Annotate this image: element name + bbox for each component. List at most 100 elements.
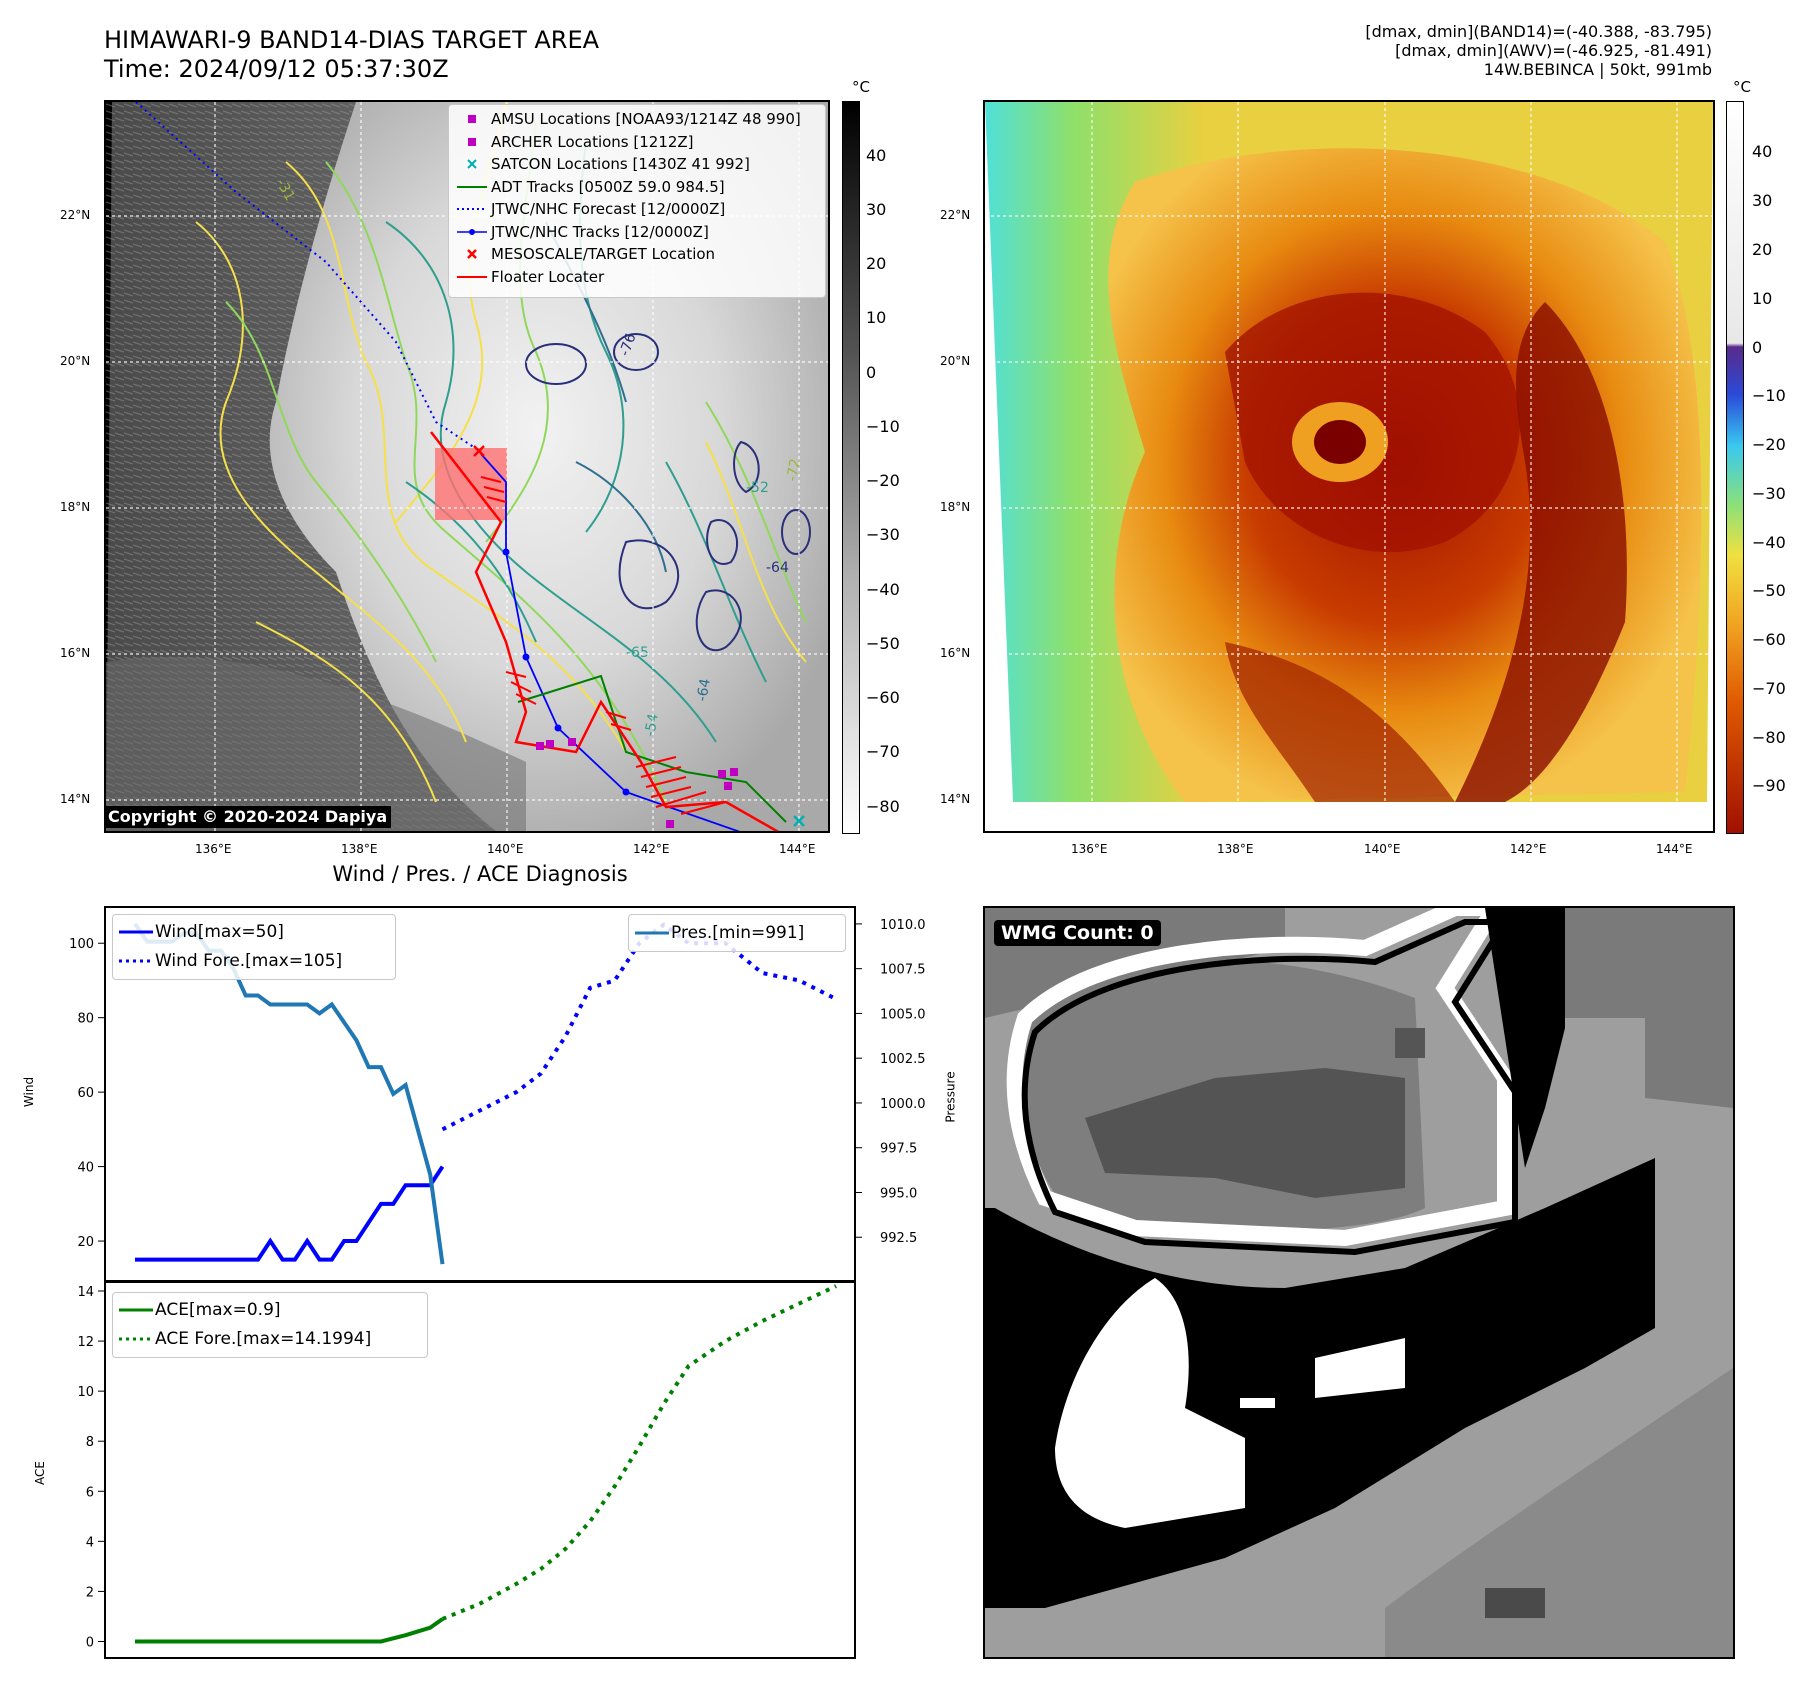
storm-info: 14W.BEBINCA | 50kt, 991mb — [1483, 60, 1712, 79]
copyright-notice: Copyright © 2020-2024 Dapiya — [104, 806, 392, 828]
contour-label: -52 — [746, 480, 769, 496]
pressure-tick-label: 1007.5 — [880, 963, 926, 978]
wind-tick-label: 100 — [69, 937, 94, 952]
legend-label: JTWC/NHC Forecast [12/0000Z] — [491, 200, 726, 219]
legend-item-forecast: JTWC/NHC Forecast [12/0000Z] — [453, 198, 821, 221]
awv-cb-tick: −20 — [1752, 435, 1786, 454]
awv-lat-label: 20°N — [940, 354, 971, 368]
legend-item-floater: Floater Locater — [453, 266, 821, 289]
ir-colorbar — [842, 101, 860, 834]
awv-cb-tick: −60 — [1752, 630, 1786, 649]
ace-legend: ACE[max=0.9] ACE Fore.[max=14.1994] — [112, 1292, 428, 1358]
awv-colorbar — [1726, 101, 1744, 834]
pressure-tick-label: 995.0 — [880, 1186, 917, 1201]
legend-item-wind: Wind[max=50] — [117, 917, 391, 946]
awv-cb-tick: 10 — [1752, 289, 1773, 308]
awv-imagery — [985, 102, 1713, 831]
magenta-square-icon — [453, 131, 491, 153]
wind-legend: Wind[max=50] Wind Fore.[max=105] — [112, 914, 396, 980]
cyan-x-icon — [453, 153, 491, 175]
stats-header: [dmax, dmin](BAND14)=(-40.388, -83.795) … — [1365, 22, 1712, 79]
legend-label: ARCHER Locations [1212Z] — [491, 132, 694, 151]
awv-lat-label: 14°N — [940, 792, 971, 806]
title-line-2: Time: 2024/09/12 05:37:30Z — [104, 55, 449, 83]
legend-item-ace: ACE[max=0.9] — [117, 1295, 423, 1324]
awv-stats: [dmax, dmin](AWV)=(-46.925, -81.491) — [1395, 41, 1712, 60]
ir-cb-tick: 10 — [866, 308, 887, 327]
ir-cb-tick: −70 — [866, 742, 900, 761]
legend-item-archer: ARCHER Locations [1212Z] — [453, 131, 821, 154]
awv-lon-label: 136°E — [1071, 842, 1108, 856]
jtwc-forecast-track — [135, 102, 482, 453]
contour-label: -76 — [617, 331, 640, 358]
wind-tick-label: 60 — [77, 1086, 94, 1101]
jtwc-track-points — [502, 548, 630, 796]
contour-label: -64 — [766, 560, 789, 576]
ir-cb-tick: 0 — [866, 363, 877, 382]
contour-label: -64 — [694, 677, 714, 702]
ir-cb-tick: −80 — [866, 797, 900, 816]
green-line-icon — [453, 176, 491, 198]
awv-cb-tick: −50 — [1752, 581, 1786, 600]
legend-item-satcon: SATCON Locations [1430Z 41 992] — [453, 153, 821, 176]
ace-tick-label: 0 — [86, 1635, 94, 1650]
pressure-tick-label: 997.5 — [880, 1142, 917, 1157]
wmg-panel — [983, 906, 1735, 1659]
series-line — [135, 1617, 444, 1644]
awv-gridlines — [985, 102, 1713, 807]
magenta-square-icon — [453, 108, 491, 130]
satcon-marker — [793, 815, 805, 827]
ir-lat-label: 20°N — [60, 354, 91, 368]
awv-lon-label: 142°E — [1510, 842, 1547, 856]
ir-cb-tick: −10 — [866, 417, 900, 436]
blue-line-icon — [117, 921, 155, 943]
awv-lat-label: 16°N — [940, 646, 971, 660]
ir-lat-label: 22°N — [60, 208, 91, 222]
legend-label: ADT Tracks [0500Z 59.0 984.5] — [491, 177, 725, 196]
awv-lon-label: 140°E — [1364, 842, 1401, 856]
ace-tick-label: 4 — [86, 1535, 94, 1550]
ir-cb-tick: 40 — [866, 146, 887, 165]
awv-lat-label: 18°N — [940, 500, 971, 514]
green-dotted-line-icon — [117, 1328, 155, 1350]
ir-lat-label: 14°N — [60, 792, 91, 806]
legend-item-target: MESOSCALE/TARGET Location — [453, 243, 821, 266]
ir-cb-tick: −30 — [866, 525, 900, 544]
pressure-legend: Pres.[min=991] — [628, 914, 846, 952]
pressure-tick-label: 1002.5 — [880, 1052, 926, 1067]
ir-cb-tick: −60 — [866, 688, 900, 707]
blue-dotted-line-icon — [117, 950, 155, 972]
band14-stats: [dmax, dmin](BAND14)=(-40.388, -83.795) — [1365, 22, 1712, 41]
ace-tick-label: 12 — [77, 1335, 94, 1350]
pressure-tick-label: 1005.0 — [880, 1007, 926, 1022]
awv-cb-tick: −40 — [1752, 533, 1786, 552]
ir-lon-label: 140°E — [487, 842, 524, 856]
ir-cb-tick: −40 — [866, 580, 900, 599]
figure-title: HIMAWARI-9 BAND14-DIAS TARGET AREA Time:… — [104, 26, 599, 84]
ir-cb-tick: −50 — [866, 634, 900, 653]
awv-cb-tick: 30 — [1752, 191, 1773, 210]
ir-cb-tick: 30 — [866, 200, 887, 219]
red-x-icon — [453, 243, 491, 265]
legend-label: JTWC/NHC Tracks [12/0000Z] — [491, 222, 709, 241]
steelblue-line-icon — [633, 922, 671, 944]
awv-cb-tick: −70 — [1752, 679, 1786, 698]
ace-tick-label: 8 — [86, 1435, 94, 1450]
ace-tick-label: 14 — [77, 1285, 94, 1300]
legend-label: Wind Fore.[max=105] — [155, 950, 343, 971]
ace-tick-label: 10 — [77, 1385, 94, 1400]
legend-label: SATCON Locations [1430Z 41 992] — [491, 155, 750, 174]
ace-tick-label: 6 — [86, 1485, 94, 1500]
title-line-1: HIMAWARI-9 BAND14-DIAS TARGET AREA — [104, 26, 600, 54]
wind-tick-label: 40 — [77, 1161, 94, 1176]
pressure-tick-label: 992.5 — [880, 1231, 917, 1246]
legend-item-amsu: AMSU Locations [NOAA93/1214Z 48 990] — [453, 108, 821, 131]
ir-lon-label: 142°E — [633, 842, 670, 856]
series-line — [441, 922, 838, 1132]
awv-cb-tick: 20 — [1752, 240, 1773, 259]
ir-lon-label: 144°E — [779, 842, 816, 856]
floater-hatch — [480, 476, 727, 815]
amsu-markers — [536, 738, 738, 828]
target-marker — [473, 445, 485, 457]
legend-label: Wind[max=50] — [155, 921, 284, 942]
